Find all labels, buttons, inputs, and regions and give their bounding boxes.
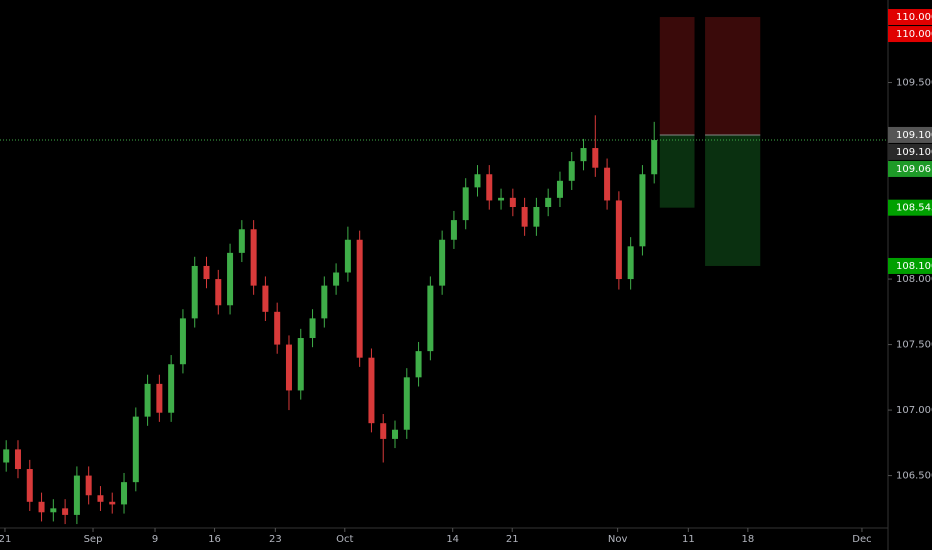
- candle-body: [415, 351, 422, 378]
- x-tick-label: 21: [506, 534, 519, 545]
- candle-body: [380, 423, 387, 439]
- candle-body: [3, 449, 10, 463]
- candle-body: [392, 429, 399, 439]
- candle-body: [168, 364, 175, 413]
- x-tick-label: 18: [741, 534, 754, 545]
- candle-body: [85, 475, 92, 496]
- candle-body: [73, 475, 80, 515]
- price-label: 109.061: [896, 164, 932, 175]
- price-label-box: [888, 9, 932, 26]
- candle-body: [486, 174, 493, 201]
- y-tick-label: 108.000: [896, 274, 932, 285]
- candle-body: [97, 495, 104, 502]
- x-tick-label: 16: [208, 534, 221, 545]
- x-tick-label: Dec: [852, 534, 871, 545]
- candle-body: [368, 357, 375, 424]
- price-label-box: [888, 143, 932, 160]
- price-label: 110.000: [896, 29, 932, 40]
- candle-body: [604, 167, 611, 201]
- candle-body: [50, 508, 57, 513]
- price-label: 109.100: [896, 147, 932, 158]
- candle-body: [238, 229, 245, 253]
- y-tick-label: 107.000: [896, 405, 932, 416]
- x-tick-label: 23: [269, 534, 282, 545]
- candle-body: [215, 279, 222, 306]
- candle-body: [274, 311, 281, 345]
- price-label-box: [888, 257, 932, 274]
- candle-body: [521, 207, 528, 227]
- stop-zone: [705, 17, 761, 135]
- candle-body: [592, 148, 599, 168]
- candle-body: [179, 318, 186, 365]
- price-label-box: [888, 126, 932, 143]
- candle-body: [156, 383, 163, 413]
- candle-body: [615, 200, 622, 280]
- candle-body: [439, 239, 446, 286]
- candle-body: [462, 187, 469, 221]
- candle-body: [427, 285, 434, 352]
- price-label-box: [888, 199, 932, 216]
- candle-body: [191, 265, 198, 319]
- candle-body: [26, 469, 33, 502]
- candle-body: [333, 272, 340, 286]
- candle-body: [450, 220, 457, 240]
- candle-body: [121, 482, 128, 505]
- candle-body: [144, 383, 151, 417]
- y-tick-label: 106.500: [896, 471, 932, 482]
- y-tick-label: 107.500: [896, 340, 932, 351]
- candle-body: [250, 229, 257, 286]
- x-tick-label: 9: [152, 534, 158, 545]
- candle-body: [533, 207, 540, 227]
- candle-body: [580, 148, 587, 162]
- candle-body: [344, 239, 351, 273]
- y-tick-label: 109.500: [896, 78, 932, 89]
- price-label: 108.100: [896, 261, 932, 272]
- candle-body: [568, 161, 575, 181]
- candle-body: [321, 285, 328, 319]
- x-tick-label: Oct: [336, 534, 353, 545]
- target-zone: [705, 134, 761, 266]
- x-tick-label: 11: [682, 534, 695, 545]
- x-tick-label: Nov: [608, 534, 628, 545]
- target-zone: [659, 134, 695, 208]
- candle-body: [639, 174, 646, 247]
- price-label-box: [888, 26, 932, 43]
- candle-body: [545, 197, 552, 208]
- candle-body: [498, 197, 505, 201]
- candle-body: [509, 197, 516, 208]
- price-label-box: [888, 160, 932, 177]
- candle-body: [627, 246, 634, 280]
- x-tick-label: 21: [0, 534, 11, 545]
- price-label: 108.545: [896, 203, 932, 214]
- price-label: 110.000: [896, 12, 932, 23]
- candle-body: [403, 377, 410, 430]
- stop-zone: [659, 17, 695, 135]
- x-tick-label: 14: [446, 534, 459, 545]
- candle-body: [651, 140, 658, 175]
- price-label: 109.100: [896, 130, 932, 141]
- x-tick-label: Sep: [84, 534, 103, 545]
- candle-body: [38, 501, 45, 513]
- candle-body: [309, 318, 316, 339]
- candle-body: [556, 180, 563, 198]
- candle-body: [474, 174, 481, 188]
- candle-body: [62, 508, 69, 515]
- candle-body: [14, 449, 21, 470]
- candle-body: [285, 344, 292, 391]
- candle-body: [356, 239, 363, 358]
- candle-body: [132, 416, 139, 483]
- candle-body: [262, 285, 269, 312]
- candle-body: [109, 501, 116, 505]
- candle-body: [297, 338, 304, 391]
- candle-body: [227, 252, 234, 306]
- candle-body: [203, 265, 210, 280]
